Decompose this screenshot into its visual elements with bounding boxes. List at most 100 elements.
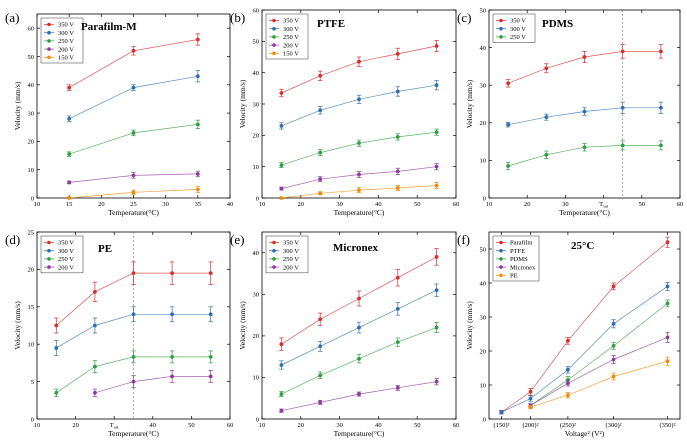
x-tick-label: 20 — [298, 422, 305, 429]
y-tick-label: 60 — [28, 25, 35, 32]
y-tick-label: 10 — [480, 158, 487, 165]
legend-marker — [272, 43, 276, 47]
series-150v — [279, 181, 439, 200]
data-point — [170, 271, 175, 276]
x-tick-label: 30 — [336, 201, 343, 208]
data-point — [318, 373, 323, 378]
chart-title: PTFE — [317, 18, 345, 30]
panel-label: (e) — [230, 232, 244, 247]
data-point — [170, 312, 175, 317]
y-tick-label: 30 — [253, 292, 260, 299]
data-point — [208, 312, 213, 317]
series-line — [94, 376, 211, 394]
data-point — [279, 124, 284, 128]
data-point — [67, 85, 72, 90]
chart-panel-d: 10 20 Tsat 40 50 60 0 5 10 15 20 25 Temperature(°C) V… — [5, 229, 233, 438]
data-point — [318, 191, 323, 196]
data-point — [279, 163, 284, 168]
series-ptfe — [499, 281, 670, 415]
data-point — [544, 115, 549, 120]
panel-label: (b) — [230, 10, 245, 25]
data-point — [131, 355, 136, 359]
series-200v — [279, 163, 439, 191]
x-tick-label: 20 — [524, 201, 531, 208]
x-tick-label: (350)² — [660, 422, 676, 429]
data-point — [395, 275, 400, 280]
series-300v — [54, 306, 213, 356]
y-tick-label: 0 — [31, 416, 34, 423]
data-point — [131, 130, 136, 135]
data-point — [395, 51, 400, 56]
legend-marker — [272, 265, 276, 269]
x-tick-label: 60 — [227, 422, 234, 429]
data-point — [506, 164, 510, 168]
data-point — [318, 400, 323, 405]
data-point — [93, 390, 97, 395]
data-point — [208, 374, 213, 379]
y-tick-label: 20 — [28, 267, 35, 274]
x-axis-label: Temperature(°C) — [108, 429, 159, 438]
data-point — [54, 346, 59, 350]
legend-label: 300 V — [510, 26, 526, 33]
y-tick-label: 40 — [28, 82, 35, 89]
y-tick-label: 0 — [483, 195, 486, 202]
data-point — [318, 177, 323, 182]
plot-frame — [488, 231, 681, 420]
series-300v — [279, 80, 439, 130]
legend-label: 350 V — [510, 18, 526, 25]
y-axis-label: Velocity (mm/s) — [13, 301, 22, 350]
data-point — [318, 317, 323, 322]
x-tick-label: 30 — [562, 201, 569, 208]
data-point — [170, 355, 175, 359]
y-tick-label: 0 — [31, 195, 34, 202]
x-tick-label: 60 — [453, 201, 460, 208]
x-tick-label: 40 — [375, 422, 382, 429]
legend-label: PE — [510, 273, 518, 280]
data-point — [357, 59, 361, 64]
data-point — [93, 289, 97, 294]
y-tick-label: 0 — [483, 416, 486, 423]
y-tick-label: 20 — [253, 133, 260, 140]
y-tick-label: 20 — [28, 139, 35, 146]
data-point — [131, 85, 136, 90]
chart-panel-f: (150)² (200)² (250)² (300)² (350)² 0 10 20 30 40 5… — [457, 231, 681, 438]
data-point — [67, 180, 72, 185]
legend-marker — [47, 265, 51, 269]
legend-label: 150 V — [283, 51, 299, 58]
series-line — [69, 124, 198, 155]
x-axis-label: Temperature(°C) — [108, 208, 159, 217]
data-point — [395, 340, 400, 345]
legend-marker — [499, 248, 503, 253]
y-tick-label: 30 — [480, 83, 487, 90]
series-350v — [279, 248, 439, 351]
chart-title: 25°C — [571, 240, 594, 252]
series-350v — [279, 40, 439, 98]
x-axis-label: Temperature(°C) — [334, 208, 385, 217]
y-axis-label: Velocity (mm/s) — [238, 79, 247, 128]
x-tick-label: 40 — [150, 422, 157, 429]
legend-marker — [499, 240, 503, 245]
y-tick-label: 30 — [28, 110, 35, 117]
series-250v — [279, 322, 439, 397]
data-point — [611, 357, 616, 362]
legend-label: 250 V — [510, 34, 526, 41]
y-axis-label: Velocity (mm/s) — [13, 81, 22, 130]
legend-marker — [499, 257, 503, 261]
data-point — [620, 49, 625, 54]
data-point — [665, 301, 670, 306]
legend-label: 200 V — [58, 264, 74, 271]
y-tick-label: 10 — [480, 382, 487, 389]
legend-label: 350 V — [58, 240, 74, 247]
x-tick-label: Tsat — [110, 422, 120, 430]
series-200v — [279, 377, 439, 413]
y-tick-label: 30 — [253, 101, 260, 108]
chart-panel-e: 10 20 30 40 50 60010203040Temperature(°C)Velo… — [230, 231, 459, 438]
data-point — [499, 410, 504, 415]
x-axis-label: Temperature(°C) — [334, 429, 385, 438]
legend-label: 350 V — [283, 18, 299, 25]
data-point — [357, 172, 361, 177]
